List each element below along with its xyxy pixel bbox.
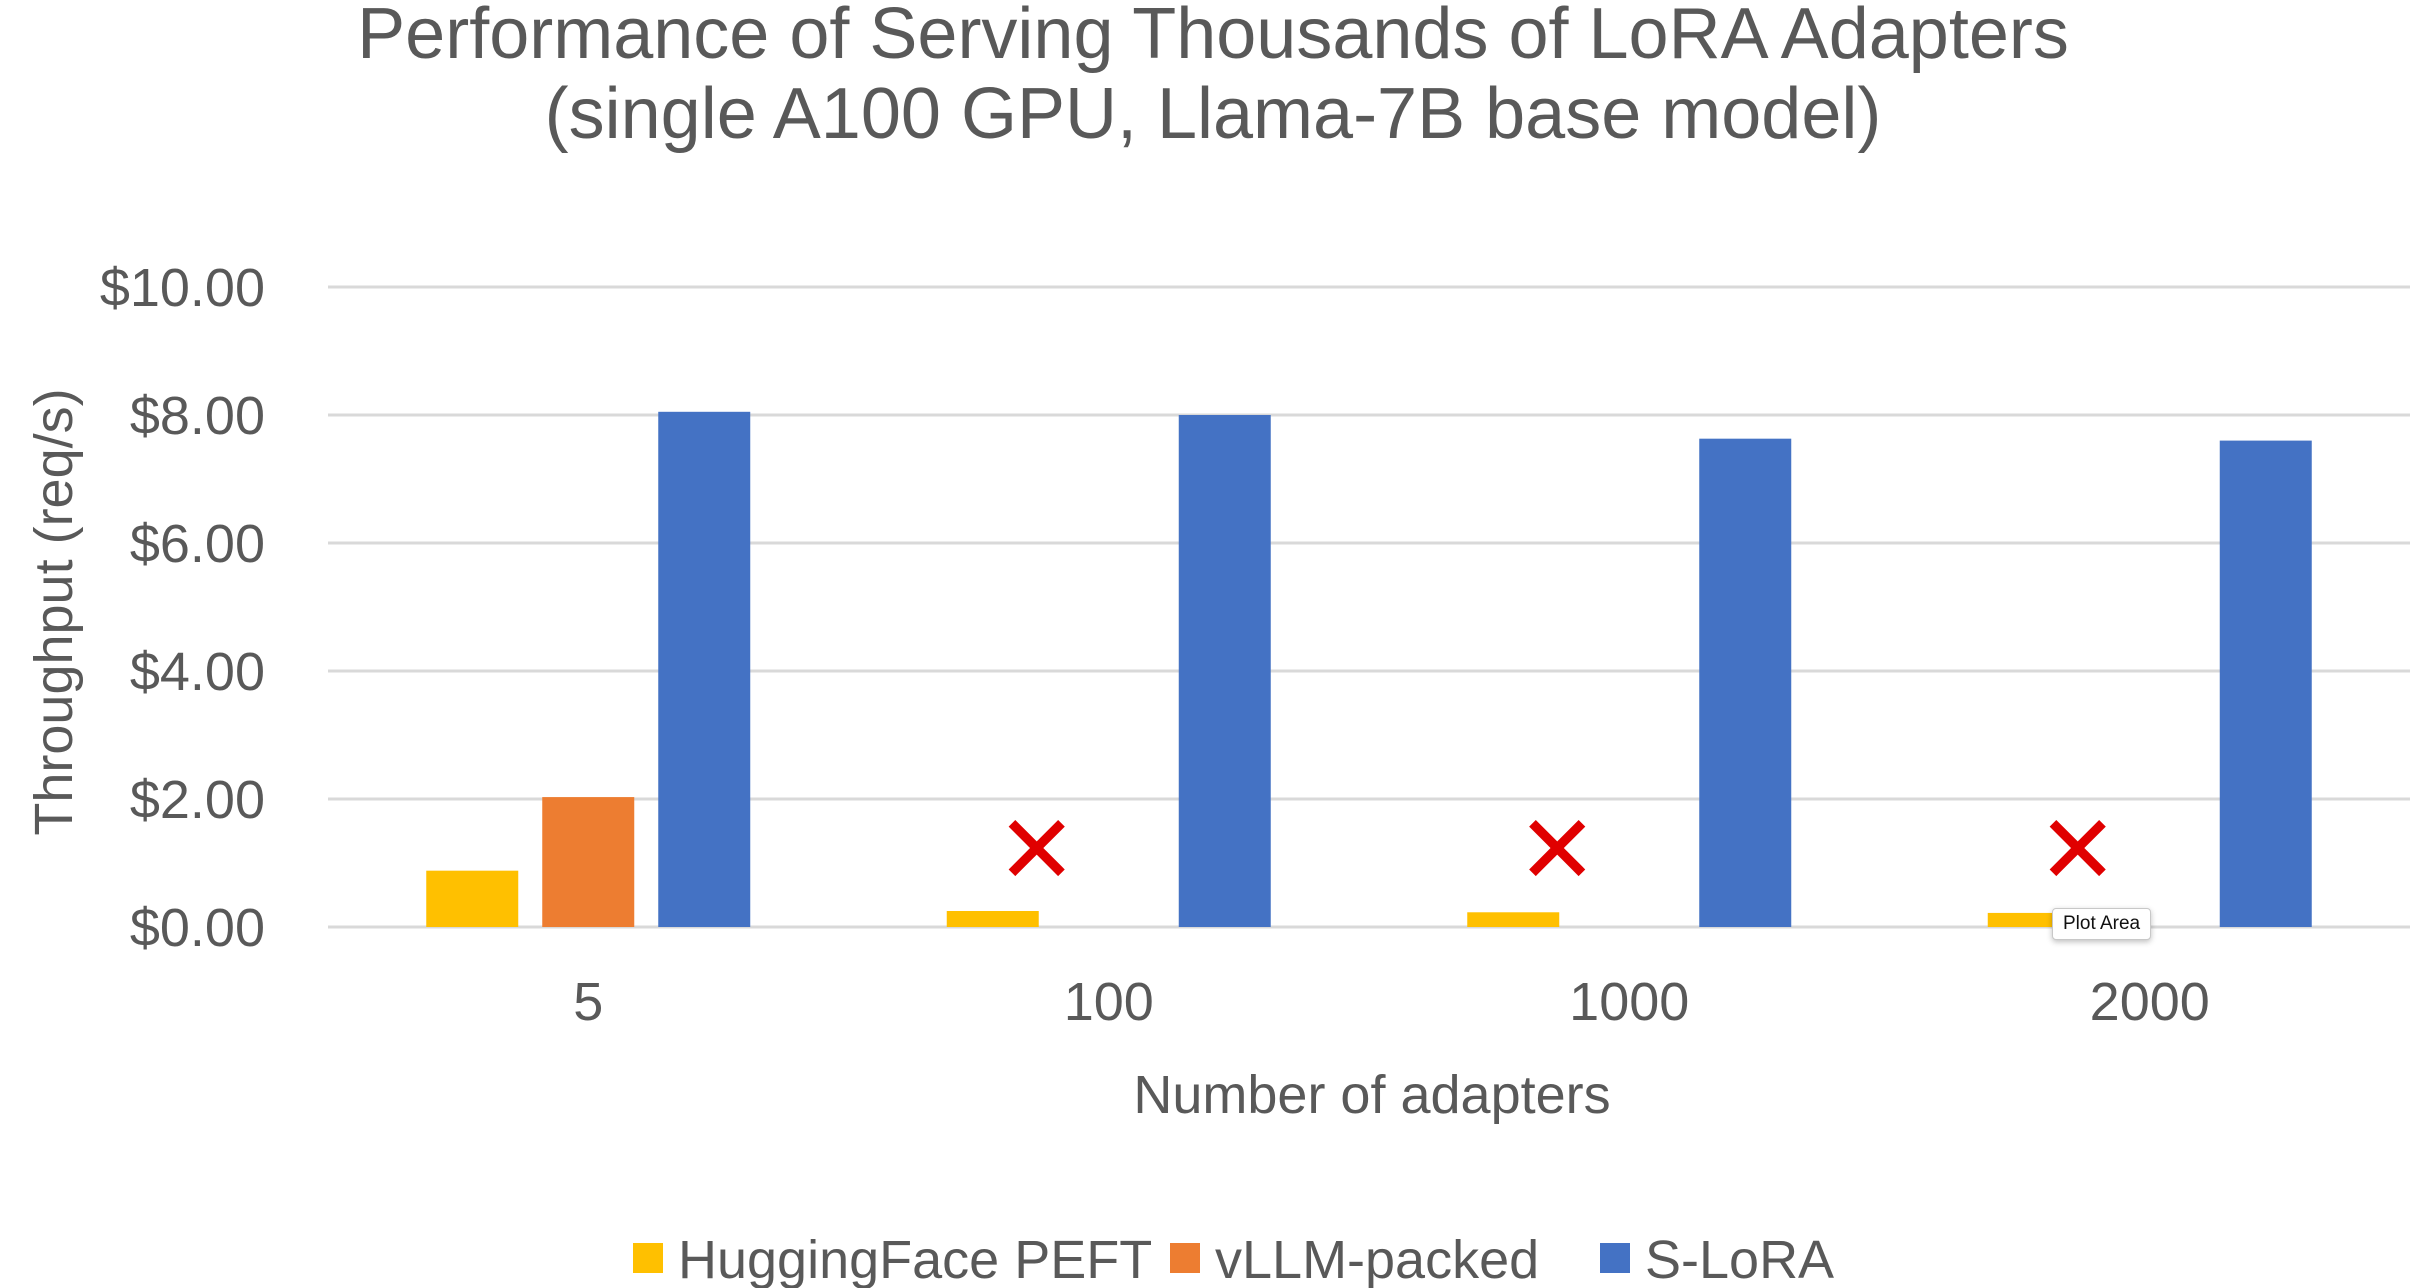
legend: HuggingFace PEFT vLLM-packed S-LoRA bbox=[633, 1230, 1834, 1288]
y-axis-label: Throughput (req/s) bbox=[24, 388, 84, 835]
y-tick-label: $8.00 bbox=[130, 386, 265, 446]
bar-s-lora-2000[interactable] bbox=[2219, 440, 2312, 927]
bars bbox=[426, 411, 2312, 927]
failure-marker-icon: ✕ bbox=[1517, 797, 1597, 904]
plot-area-tooltip: Plot Area bbox=[2052, 908, 2152, 940]
x-tick-label: 100 bbox=[1064, 972, 1154, 1032]
y-tick-label: $4.00 bbox=[130, 642, 265, 702]
legend-label: HuggingFace PEFT bbox=[678, 1230, 1152, 1288]
legend-item[interactable]: S-LoRA bbox=[1600, 1230, 1834, 1288]
legend-label: S-LoRA bbox=[1645, 1230, 1834, 1288]
chart-title: Performance of Serving Thousands of LoRA… bbox=[357, 0, 2069, 74]
bar-s-lora-100[interactable] bbox=[1178, 415, 1271, 927]
x-tick-label: 1000 bbox=[1569, 972, 1689, 1032]
legend-label: vLLM-packed bbox=[1215, 1230, 1539, 1288]
bar-s-lora-5[interactable] bbox=[658, 411, 751, 927]
bar-huggingface-peft-100[interactable] bbox=[946, 911, 1039, 927]
x-tick-label: 5 bbox=[573, 972, 603, 1032]
legend-swatch bbox=[1170, 1243, 1200, 1273]
legend-swatch bbox=[633, 1243, 663, 1273]
y-tick-label: $0.00 bbox=[130, 898, 265, 958]
bar-huggingface-peft-5[interactable] bbox=[426, 870, 519, 927]
bar-huggingface-peft-1000[interactable] bbox=[1467, 912, 1560, 927]
y-axis-ticks: $0.00 $2.00 $4.00 $6.00 $8.00 $10.00 bbox=[100, 258, 265, 958]
legend-item[interactable]: HuggingFace PEFT bbox=[633, 1230, 1152, 1288]
failure-marker-icon: ✕ bbox=[2038, 797, 2118, 904]
bar-s-lora-1000[interactable] bbox=[1699, 438, 1792, 927]
legend-item[interactable]: vLLM-packed bbox=[1170, 1230, 1539, 1288]
chart-subtitle: (single A100 GPU, Llama-7B base model) bbox=[544, 74, 1882, 154]
y-tick-label: $10.00 bbox=[100, 258, 265, 318]
x-axis-ticks: 5 100 1000 2000 bbox=[573, 972, 2210, 1032]
y-tick-label: $6.00 bbox=[130, 514, 265, 574]
failure-marker-icon: ✕ bbox=[997, 797, 1077, 904]
legend-swatch bbox=[1600, 1243, 1630, 1273]
failure-markers: ✕ ✕ ✕ bbox=[997, 797, 2118, 904]
x-tick-label: 2000 bbox=[2090, 972, 2210, 1032]
x-axis-label: Number of adapters bbox=[1133, 1065, 1610, 1125]
y-tick-label: $2.00 bbox=[130, 770, 265, 830]
bar-vllm-packed-5[interactable] bbox=[542, 797, 635, 927]
